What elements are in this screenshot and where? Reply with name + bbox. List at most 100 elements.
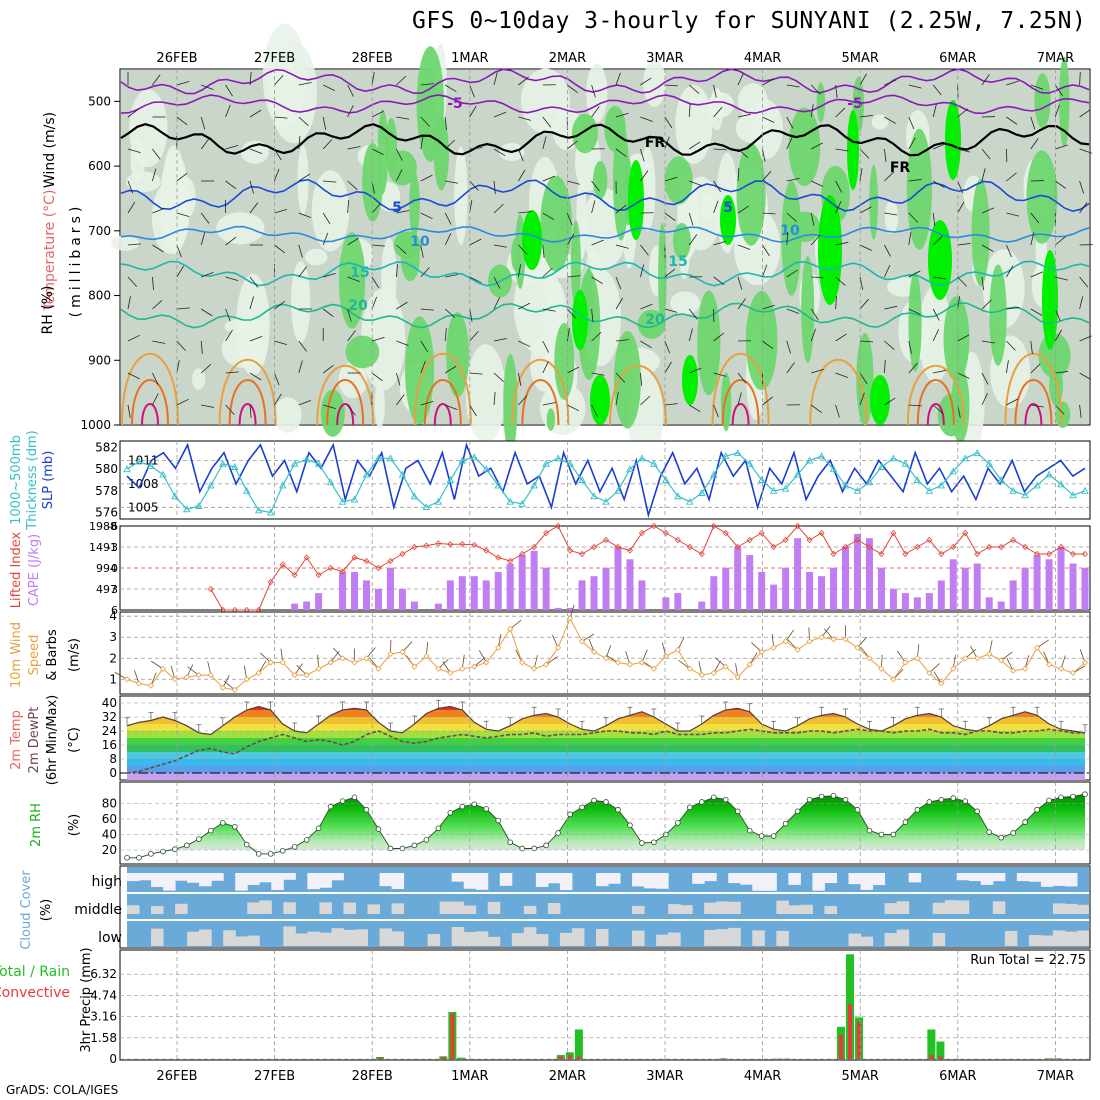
wind10m-marker bbox=[590, 648, 598, 656]
wind-barb bbox=[201, 84, 214, 91]
lifted-index-marker bbox=[1046, 550, 1053, 558]
rh-moist-area bbox=[511, 237, 521, 272]
cloud-low-gap bbox=[1064, 931, 1078, 946]
cloud-middle-gap bbox=[884, 903, 898, 914]
wind-barb bbox=[298, 82, 312, 86]
thickness-marker bbox=[877, 463, 886, 470]
wind-barb bbox=[786, 308, 800, 314]
wind-barb bbox=[323, 180, 337, 183]
date-label-bottom: 1MAR bbox=[451, 1069, 488, 1084]
wind-barb bbox=[591, 106, 600, 118]
wind-barb bbox=[981, 244, 994, 252]
rh-moist-area bbox=[572, 113, 598, 154]
thickness-marker bbox=[410, 492, 419, 500]
rh-dry-area bbox=[454, 146, 468, 245]
wind10m-marker bbox=[962, 655, 969, 662]
lifted-index-marker bbox=[998, 543, 1005, 551]
surface-warm-contour bbox=[926, 403, 945, 426]
cloud-high-gap bbox=[728, 873, 741, 884]
wind10m-barb bbox=[714, 657, 727, 667]
rh2m-marker bbox=[519, 845, 525, 852]
wind10m-barb bbox=[294, 663, 303, 676]
lifted-index-marker bbox=[327, 564, 334, 572]
lifted-index-marker bbox=[1022, 543, 1029, 551]
wind10m-marker bbox=[447, 669, 454, 677]
cape-bar bbox=[638, 580, 646, 610]
wind-barb bbox=[640, 170, 649, 182]
cloud-high-gap bbox=[1016, 873, 1030, 882]
wind-barb bbox=[1055, 144, 1068, 150]
wind-barb bbox=[1006, 212, 1020, 217]
wind-barb bbox=[737, 205, 750, 214]
temp-color-band bbox=[127, 752, 1085, 759]
wind-barb bbox=[347, 237, 359, 246]
wind-barb bbox=[786, 137, 793, 150]
wind10m-marker bbox=[567, 615, 574, 622]
date-label-top: 4MAR bbox=[744, 51, 781, 66]
wind-barb bbox=[835, 180, 843, 193]
wind-barb bbox=[493, 297, 501, 310]
wind10m-barb bbox=[1036, 639, 1049, 649]
lifted-index-marker bbox=[567, 547, 574, 554]
label-millibars: (millibars) bbox=[68, 203, 84, 318]
thickness-marker bbox=[195, 502, 203, 509]
wind-barb bbox=[249, 72, 252, 86]
wind-barb bbox=[810, 404, 822, 413]
thickness-marker bbox=[171, 492, 179, 500]
lifted-index-marker bbox=[902, 550, 909, 558]
wind-barb bbox=[176, 340, 186, 351]
rh2m-marker bbox=[663, 831, 669, 838]
cloud-high-gap bbox=[1040, 873, 1054, 887]
lifted-index-marker bbox=[519, 550, 526, 558]
cape-bar bbox=[458, 576, 466, 610]
temp-tick-label: 24 bbox=[102, 724, 117, 738]
wind10m-barb bbox=[186, 664, 194, 678]
rh2m-area bbox=[127, 794, 1085, 850]
lifted-index-marker bbox=[1057, 543, 1065, 551]
wind-barb bbox=[493, 111, 507, 118]
wind-barb bbox=[957, 108, 968, 118]
wind-barb bbox=[689, 367, 702, 374]
wind-barb bbox=[127, 148, 141, 153]
wind-barb bbox=[688, 234, 698, 246]
li-tick-label: 0 bbox=[111, 562, 118, 575]
cape-bar bbox=[973, 563, 981, 610]
thickness-marker bbox=[434, 497, 443, 505]
rh-moist-area bbox=[801, 256, 815, 363]
rh-dry-area bbox=[700, 193, 715, 222]
rh2m-marker bbox=[196, 836, 202, 842]
wind10m-marker bbox=[243, 676, 250, 683]
wind-barb bbox=[469, 331, 479, 342]
wind-barb bbox=[957, 372, 970, 379]
wind-barb bbox=[1006, 265, 1014, 278]
lifted-index-marker bbox=[1081, 550, 1089, 558]
cloud-low-gap bbox=[848, 933, 862, 946]
wind-barb bbox=[396, 340, 409, 347]
thickness-marker bbox=[733, 448, 742, 456]
lifted-index-marker bbox=[650, 522, 657, 530]
rh2m-marker bbox=[591, 797, 597, 804]
rh-moist-area bbox=[540, 175, 572, 272]
wind-barb bbox=[591, 276, 603, 285]
cape-bar bbox=[746, 555, 754, 610]
wind-barb bbox=[542, 175, 556, 182]
wind-barb bbox=[1079, 202, 1088, 214]
date-label-bottom: 4MAR bbox=[744, 1069, 781, 1084]
rh2m-marker bbox=[363, 806, 370, 813]
wind-barb bbox=[810, 308, 819, 321]
wind-barb bbox=[1030, 363, 1041, 374]
cloud-middle-gap bbox=[151, 906, 164, 914]
wind-barb bbox=[957, 148, 971, 153]
wind10m-marker bbox=[531, 665, 538, 672]
wind-barb bbox=[859, 168, 863, 182]
wind-barb bbox=[420, 212, 433, 220]
wind10m-barb bbox=[366, 647, 376, 659]
wind10m-marker bbox=[543, 661, 550, 668]
cape-bar bbox=[770, 584, 778, 610]
cape-bar bbox=[710, 576, 718, 610]
wind-barb bbox=[933, 369, 946, 374]
panel-wind10m: 1 2 3 4 bbox=[109, 604, 1090, 693]
wind-barb bbox=[518, 244, 528, 255]
wind-barb bbox=[542, 136, 547, 150]
panel-cloud-cover bbox=[127, 867, 1090, 947]
